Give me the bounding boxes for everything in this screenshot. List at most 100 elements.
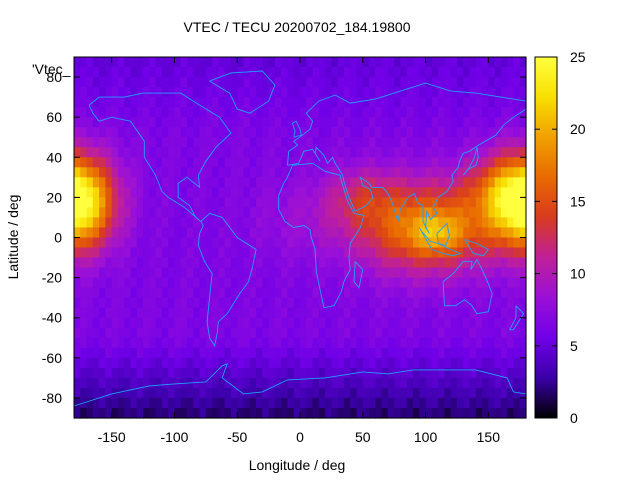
heat-cell: [293, 287, 301, 299]
heat-cell: [230, 257, 238, 269]
heat-cell: [369, 137, 376, 148]
heat-cell: [300, 287, 307, 299]
heat-cell: [155, 267, 163, 279]
heat-cell: [312, 387, 320, 399]
heat-cell: [149, 337, 157, 349]
heat-cell: [205, 357, 213, 369]
heat-cell: [469, 77, 477, 88]
heat-cell: [350, 337, 358, 349]
heat-cell: [168, 197, 176, 209]
heat-cell: [124, 267, 132, 279]
heat-cell: [117, 407, 125, 419]
heat-cell: [362, 87, 370, 98]
heat-cell: [425, 357, 433, 369]
heat-cell: [362, 147, 370, 158]
heat-cell: [218, 217, 226, 229]
heat-cell: [224, 57, 232, 68]
heat-cell: [438, 217, 445, 229]
heat-cell: [249, 167, 257, 178]
heat-cell: [168, 97, 176, 108]
heat-cell: [375, 237, 383, 249]
heat-cell: [463, 67, 471, 78]
heat-cell: [375, 87, 383, 98]
heat-cell: [350, 377, 358, 389]
heat-cell: [394, 57, 402, 68]
heat-cell: [174, 277, 182, 289]
heat-cell: [92, 387, 100, 399]
heat-cell: [117, 127, 125, 138]
heat-cell: [155, 107, 163, 118]
heat-cell: [274, 57, 282, 68]
heat-cell: [300, 167, 307, 178]
heat-cell: [86, 357, 94, 369]
heat-cell: [274, 207, 282, 219]
heat-cell: [174, 177, 182, 188]
heat-cell: [463, 267, 471, 279]
heat-cell: [130, 127, 138, 138]
heat-cell: [413, 317, 420, 329]
heat-cell: [274, 107, 282, 118]
heat-cell: [193, 107, 201, 118]
heat-cell: [205, 137, 213, 148]
heat-cell: [488, 387, 496, 399]
heat-cell: [212, 167, 219, 178]
heat-cell: [456, 267, 464, 279]
heat-cell: [438, 257, 445, 269]
heat-cell: [337, 277, 345, 289]
heat-cell: [130, 167, 138, 178]
heat-cell: [99, 337, 106, 349]
heat-cell: [318, 187, 326, 198]
heat-cell: [331, 397, 339, 409]
heat-cell: [331, 297, 339, 309]
heat-cell: [356, 157, 364, 168]
heat-cell: [375, 137, 383, 148]
heat-cell: [193, 127, 201, 138]
heat-cell: [394, 127, 402, 138]
heat-cell: [507, 247, 515, 259]
heat-cell: [507, 267, 515, 279]
heat-cell: [400, 257, 408, 269]
heat-cell: [224, 357, 232, 369]
heat-cell: [325, 147, 332, 158]
heat-cell: [243, 157, 251, 168]
heat-cell: [136, 107, 144, 118]
heat-cell: [149, 87, 157, 98]
heat-cell: [312, 377, 320, 389]
heat-cell: [117, 307, 125, 319]
heat-cell: [343, 127, 351, 138]
heat-cell: [268, 227, 276, 239]
heat-cell: [155, 287, 163, 299]
heat-cell: [438, 137, 445, 148]
heat-cell: [419, 167, 427, 178]
heat-cell: [494, 297, 502, 309]
heat-cell: [356, 307, 364, 319]
heat-cell: [350, 87, 358, 98]
heat-cell: [482, 147, 489, 158]
heat-cell: [212, 77, 219, 88]
heat-cell: [362, 277, 370, 289]
heat-cell: [212, 247, 219, 259]
heat-cell: [268, 267, 276, 279]
heat-cell: [463, 197, 471, 209]
heat-cell: [256, 217, 263, 229]
heat-cell: [400, 67, 408, 78]
heat-cell: [482, 267, 489, 279]
heat-cell: [331, 347, 339, 359]
heat-cell: [180, 287, 188, 299]
heat-cell: [356, 377, 364, 389]
heat-cell: [105, 317, 113, 329]
heat-cell: [318, 217, 326, 229]
heat-cell: [425, 297, 433, 309]
heat-cell: [256, 107, 263, 118]
heat-cell: [325, 267, 332, 279]
heat-cell: [381, 107, 389, 118]
heat-cell: [356, 67, 364, 78]
heat-cell: [92, 357, 100, 369]
heat-cell: [419, 237, 427, 249]
heat-cell: [105, 277, 113, 289]
heat-cell: [86, 227, 94, 239]
heat-cell: [350, 197, 358, 209]
heat-cell: [362, 347, 370, 359]
heat-cell: [387, 317, 395, 329]
heat-cell: [337, 257, 345, 269]
